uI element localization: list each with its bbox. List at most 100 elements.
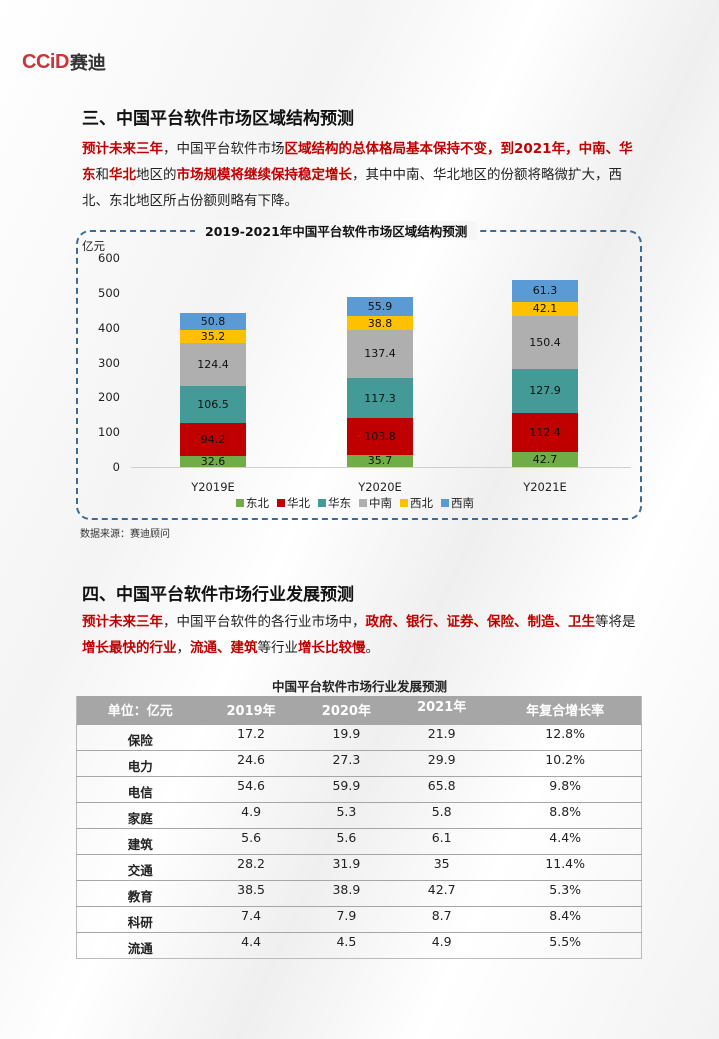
table-body: 保险 17.2 19.9 21.9 12.8% 电力 24.6 27.3 29.9 10.2% 电信…	[76, 723, 642, 958]
bar-segment-东北: 42.7	[512, 452, 578, 467]
highlighted-text: 市场规模将继续保持稳定增长	[176, 167, 353, 183]
table-cell: 11.4%	[489, 853, 642, 880]
table-cell: 4.4%	[489, 827, 642, 854]
legend-item: 中南	[359, 495, 392, 511]
legend-swatch-icon	[441, 499, 449, 507]
legend-item: 西北	[400, 495, 433, 511]
section4-paragraph: 预计未来三年，中国平台软件的各行业市场中，政府、银行、证券、保险、制造、卫生等将…	[82, 609, 642, 661]
y-tick-label: 400	[98, 320, 120, 335]
legend-swatch-icon	[359, 499, 367, 507]
column-header: 2021年	[394, 696, 490, 724]
bar-segment-西南: 50.8	[180, 312, 246, 331]
ccid-logo: CCiD 赛迪	[22, 50, 106, 75]
table-cell: 28.2	[203, 853, 299, 880]
highlighted-text: 增长最快的行业	[82, 640, 177, 656]
body-text: ，中国平台软件的各行业市场中，	[163, 614, 366, 630]
legend-item: 华北	[277, 495, 310, 511]
table-cell: 8.8%	[489, 801, 642, 828]
y-tick-label: 100	[98, 425, 120, 440]
bar-segment-西南: 55.9	[347, 296, 413, 317]
column-header: 2020年	[298, 696, 395, 724]
legend-swatch-icon	[277, 499, 285, 507]
bar-Y2019E: 32.6 94.2 106.5 124.4 35.2 50.8	[180, 312, 246, 468]
highlighted-text: 流通、建筑	[190, 640, 258, 656]
chart-title: 2019-2021年中国平台软件市场区域结构预测	[195, 221, 478, 240]
table-row: 保险 17.2 19.9 21.9 12.8%	[76, 723, 642, 750]
body-text: ，其中中南、华北地区的份额将略微扩大，西北、东北地区所占份额则略有下降。	[82, 167, 622, 209]
row-label: 电信	[76, 775, 204, 802]
column-header: 单位：亿元	[76, 696, 204, 724]
bar-segment-东北: 32.6	[180, 455, 246, 468]
table-cell: 6.1	[394, 827, 490, 854]
section3-title: 三、中国平台软件市场区域结构预测	[82, 109, 354, 129]
x-axis-line	[131, 467, 631, 468]
table-row: 流通 4.4 4.5 4.9 5.5%	[76, 931, 642, 958]
y-axis-unit: 亿元	[82, 239, 105, 253]
body-text: 等行业	[257, 640, 299, 656]
column-header: 年复合增长率	[489, 696, 642, 724]
chart-source: 数据来源：赛迪顾问	[80, 529, 170, 540]
legend-label: 东北	[246, 496, 269, 510]
table-cell: 4.4	[203, 931, 299, 958]
bar-segment-中南: 124.4	[180, 342, 246, 386]
bar-segment-华北: 94.2	[180, 422, 246, 456]
table-cell: 4.5	[298, 931, 395, 958]
y-tick-label: 600	[98, 251, 120, 266]
y-tick-label: 200	[98, 390, 120, 405]
highlighted-text: 区域结构的总体格局基本保持不变，到2021年，中南、华东	[82, 141, 633, 183]
body-text: 地区的	[136, 167, 177, 183]
y-tick-label: 300	[98, 355, 120, 370]
table-cell: 24.6	[203, 749, 299, 776]
y-tick-label: 500	[98, 286, 120, 300]
table-cell: 19.9	[298, 723, 395, 750]
bar-segment-西南: 61.3	[512, 280, 578, 302]
section4-title: 四、中国平台软件市场行业发展预测	[82, 585, 354, 605]
table-cell: 8.7	[394, 905, 490, 932]
legend-label: 西北	[410, 496, 433, 510]
table-cell: 21.9	[394, 723, 490, 750]
logo-en: CCiD	[22, 50, 69, 73]
table-cell: 8.4%	[489, 905, 642, 932]
row-label: 家庭	[76, 801, 204, 828]
highlighted-text: 预计未来三年	[82, 614, 163, 630]
table-row: 家庭 4.9 5.3 5.8 8.8%	[76, 801, 642, 828]
bar-segment-华东: 127.9	[512, 368, 578, 414]
legend-label: 华东	[328, 496, 351, 510]
highlighted-text: 政府、银行、证券、保险、制造、卫生	[365, 614, 596, 630]
bar-segment-西北: 35.2	[180, 330, 246, 343]
table-cell: 4.9	[203, 801, 299, 828]
table-cell: 38.5	[203, 879, 299, 906]
logo-cn: 赛迪	[69, 53, 106, 74]
legend-swatch-icon	[236, 499, 244, 507]
row-label: 教育	[76, 879, 204, 906]
bar-segment-西北: 38.8	[347, 316, 413, 330]
row-label: 科研	[76, 905, 204, 932]
table-cell: 5.3%	[489, 879, 642, 906]
table-title: 中国平台软件市场行业发展预测	[271, 679, 447, 694]
table-cell: 38.9	[298, 879, 395, 906]
bar-segment-华东: 117.3	[347, 377, 413, 419]
row-label: 流通	[76, 931, 204, 958]
table-cell: 42.7	[394, 879, 490, 906]
table-cell: 5.8	[394, 801, 490, 828]
table-header-row: 单位：亿元 2019年 2020年 2021年 年复合增长率	[76, 696, 642, 724]
chart-legend: 东北 华北 华东 中南 西北 西南	[236, 495, 474, 511]
row-label: 建筑	[76, 827, 204, 854]
legend-label: 中南	[369, 496, 392, 510]
body-text: ，	[176, 640, 191, 656]
legend-item: 西南	[441, 495, 474, 511]
table-row: 电信 54.6 59.9 65.8 9.8%	[76, 775, 642, 802]
x-tick-label: Y2019E	[191, 480, 235, 494]
body-text: 。	[365, 640, 380, 656]
table-cell: 5.6	[203, 827, 299, 854]
bar-Y2021E: 42.7 112.4 127.9 150.4 42.1 61.3	[512, 280, 578, 467]
table-row: 科研 7.4 7.9 8.7 8.4%	[76, 905, 642, 932]
table-cell: 5.3	[298, 801, 395, 828]
legend-swatch-icon	[318, 499, 326, 507]
table-cell: 7.9	[298, 905, 395, 932]
table-cell: 54.6	[203, 775, 299, 802]
table-cell: 12.8%	[489, 723, 642, 750]
table-row: 交通 28.2 31.9 35 11.4%	[76, 853, 642, 880]
table-row: 建筑 5.6 5.6 6.1 4.4%	[76, 827, 642, 854]
table-cell: 5.6	[298, 827, 395, 854]
